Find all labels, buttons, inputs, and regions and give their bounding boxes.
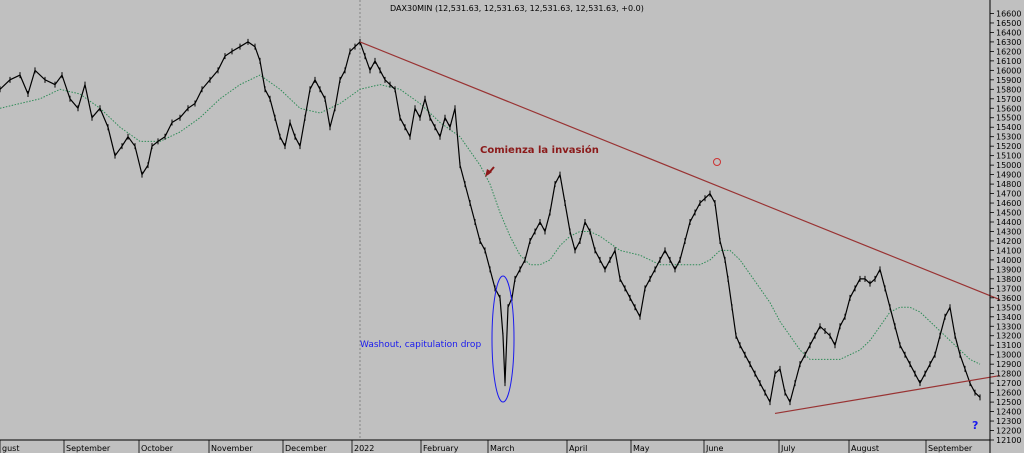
y-tick-label: 15100	[996, 152, 1021, 161]
x-tick-label: August	[851, 444, 879, 453]
y-tick-label: 13400	[996, 313, 1021, 322]
y-tick-label: 15400	[996, 123, 1021, 132]
x-tick-label: July	[780, 444, 796, 453]
y-tick-label: 14200	[996, 237, 1021, 246]
x-tick-label: November	[211, 444, 253, 453]
washout-ellipse	[491, 275, 515, 403]
y-tick-label: 13700	[996, 284, 1021, 293]
annotation-washout: Washout, capitulation drop	[360, 340, 481, 350]
y-tick-label: 16000	[996, 66, 1021, 75]
y-tick-label: 15700	[996, 95, 1021, 104]
y-tick-label: 14600	[996, 199, 1021, 208]
y-tick-label: 14800	[996, 180, 1021, 189]
invasion-arrowhead-icon	[485, 169, 492, 177]
y-tick-label: 14300	[996, 227, 1021, 236]
y-tick-label: 15600	[996, 104, 1021, 113]
annotations: Comienza la invasión Washout, capitulatio…	[360, 144, 978, 432]
trendline-2	[774, 374, 1001, 415]
y-tick-label: 15500	[996, 114, 1021, 123]
y-tick-label: 14400	[996, 218, 1021, 227]
y-tick-label: 14500	[996, 209, 1021, 218]
y-tick-label: 16200	[996, 47, 1021, 56]
x-tick-label: September	[66, 444, 111, 453]
x-tick-label: February	[423, 444, 459, 453]
y-tick-label: 13100	[996, 341, 1021, 350]
x-tick-label: December	[285, 444, 327, 453]
annotation-invasion: Comienza la invasión	[480, 144, 599, 156]
x-tick-label: gust	[2, 444, 19, 453]
trendline-1	[359, 41, 1001, 301]
y-tick-label: 16600	[996, 9, 1021, 18]
y-tick-label: 15300	[996, 133, 1021, 142]
y-tick-label: 16100	[996, 57, 1021, 66]
y-tick-label: 12200	[996, 427, 1021, 436]
x-tick-label: May	[633, 444, 650, 453]
ma-line	[0, 74, 981, 365]
price-series	[0, 38, 981, 406]
y-tick-label: 13600	[996, 294, 1021, 303]
y-tick-label: 16500	[996, 19, 1021, 28]
y-tick-label: 14000	[996, 256, 1021, 265]
chart-header: DAX30MIN (12,531.63, 12,531.63, 12,531.6…	[390, 4, 644, 13]
y-tick-label: 16300	[996, 38, 1021, 47]
x-tick-label: June	[705, 444, 724, 453]
y-tick-label: 14100	[996, 246, 1021, 255]
y-tick-label: 12300	[996, 417, 1021, 426]
y-tick-label: 12600	[996, 389, 1021, 398]
x-tick-label: March	[490, 444, 514, 453]
y-tick-label: 12500	[996, 398, 1021, 407]
y-tick-label: 15900	[996, 76, 1021, 85]
x-tick-label: October	[141, 444, 174, 453]
y-tick-label: 12100	[996, 436, 1021, 445]
peak-marker-icon	[713, 158, 721, 166]
y-tick-label: 13000	[996, 351, 1021, 360]
y-tick-label: 12900	[996, 360, 1021, 369]
y-tick-label: 12400	[996, 408, 1021, 417]
y-tick-label: 15800	[996, 85, 1021, 94]
question-mark: ?	[972, 419, 978, 432]
y-tick-label: 13200	[996, 332, 1021, 341]
moving-average-series	[0, 74, 981, 365]
y-axis: 1660016500164001630016200161001600015900…	[989, 0, 1021, 453]
y-tick-label: 13900	[996, 265, 1021, 274]
y-tick-label: 12800	[996, 370, 1021, 379]
x-tick-label: September	[928, 444, 973, 453]
x-tick-label: 2022	[354, 444, 374, 453]
y-tick-label: 13500	[996, 303, 1021, 312]
y-tick-label: 13800	[996, 275, 1021, 284]
y-tick-label: 14900	[996, 171, 1021, 180]
y-tick-label: 13300	[996, 322, 1021, 331]
y-tick-label: 12700	[996, 379, 1021, 388]
y-tick-label: 15200	[996, 142, 1021, 151]
y-tick-label: 16400	[996, 28, 1021, 37]
x-tick-label: April	[569, 444, 587, 453]
y-tick-label: 14700	[996, 190, 1021, 199]
x-axis: gust September October November December 2022…	[0, 439, 990, 453]
y-tick-label: 15000	[996, 161, 1021, 170]
trendlines	[359, 41, 1001, 415]
